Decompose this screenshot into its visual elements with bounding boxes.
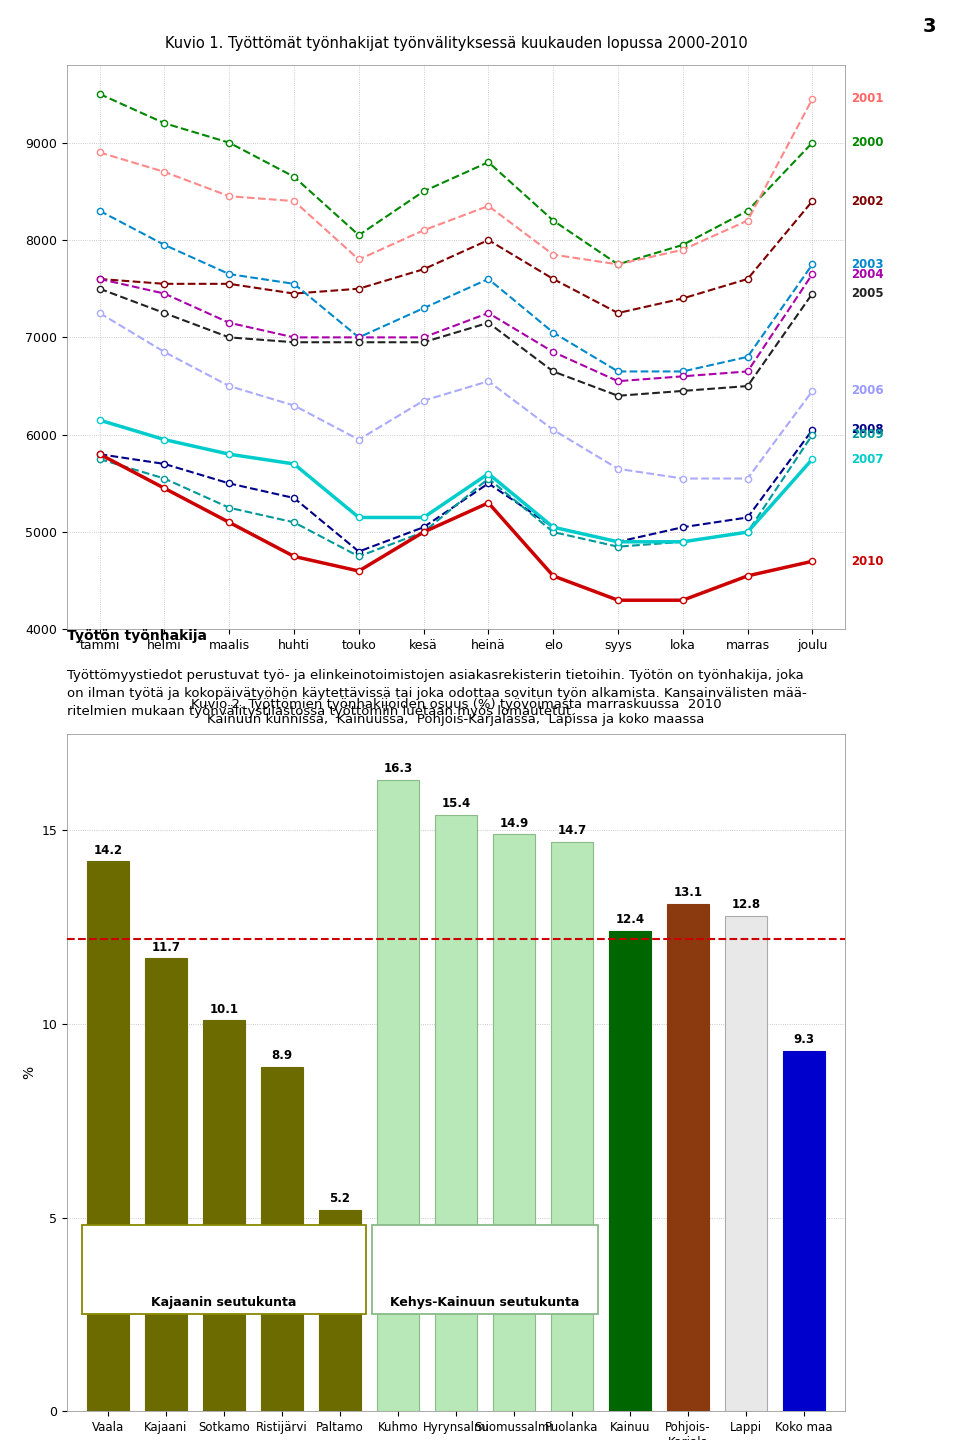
- Text: 14.7: 14.7: [558, 825, 587, 838]
- Bar: [82, 1225, 366, 1315]
- Text: Kajaanin seutukunta: Kajaanin seutukunta: [151, 1296, 297, 1309]
- Bar: [551, 842, 593, 1411]
- Text: 9.3: 9.3: [794, 1034, 815, 1047]
- Text: 11.7: 11.7: [152, 940, 180, 953]
- Bar: [667, 904, 709, 1411]
- Text: 2008: 2008: [852, 423, 884, 436]
- Bar: [372, 1225, 598, 1315]
- Y-axis label: %: %: [22, 1066, 36, 1079]
- Bar: [493, 834, 535, 1411]
- Bar: [725, 916, 767, 1411]
- Text: 3: 3: [923, 17, 936, 36]
- Bar: [87, 861, 129, 1411]
- Bar: [435, 815, 477, 1411]
- Text: 16.3: 16.3: [383, 762, 413, 776]
- Text: 5.2: 5.2: [329, 1192, 350, 1205]
- Bar: [319, 1210, 361, 1411]
- Text: Kehys-Kainuun seutukunta: Kehys-Kainuun seutukunta: [391, 1296, 580, 1309]
- Text: 10.1: 10.1: [209, 1002, 238, 1015]
- Text: 2001: 2001: [852, 92, 884, 105]
- Text: 2002: 2002: [852, 194, 884, 207]
- Text: 2010: 2010: [852, 554, 884, 567]
- Text: 2009: 2009: [852, 428, 884, 441]
- Text: 12.8: 12.8: [732, 899, 760, 912]
- Title: Kuvio 2. Työttömien työnhakijoiden osuus (%) työvoimasta marraskuussa  2010
Kain: Kuvio 2. Työttömien työnhakijoiden osuus…: [191, 697, 721, 726]
- Bar: [203, 1020, 245, 1411]
- Text: Työtön työnhakija: Työtön työnhakija: [67, 629, 207, 644]
- Text: 15.4: 15.4: [442, 798, 470, 811]
- Text: 14.2: 14.2: [93, 844, 122, 857]
- Text: 14.9: 14.9: [499, 816, 529, 829]
- Bar: [145, 958, 187, 1411]
- Text: 2003: 2003: [852, 258, 884, 271]
- Bar: [783, 1051, 825, 1411]
- Text: 8.9: 8.9: [272, 1048, 293, 1061]
- Text: Työttömyystiedot perustuvat työ- ja elinkeinotoimistojen asiakasrekisterin tieto: Työttömyystiedot perustuvat työ- ja elin…: [67, 670, 807, 719]
- Bar: [377, 780, 419, 1411]
- Text: 2007: 2007: [852, 452, 884, 465]
- Text: 12.4: 12.4: [615, 913, 645, 926]
- Text: 2005: 2005: [852, 287, 884, 300]
- Bar: [261, 1067, 302, 1411]
- Text: 2006: 2006: [852, 384, 884, 397]
- Text: 2004: 2004: [852, 268, 884, 281]
- Bar: [610, 932, 651, 1411]
- Text: 13.1: 13.1: [674, 887, 703, 900]
- Text: 2000: 2000: [852, 137, 884, 150]
- Title: Kuvio 1. Työttömät työnhakijat työnvälityksessä kuukauden lopussa 2000-2010: Kuvio 1. Työttömät työnhakijat työnvälit…: [164, 36, 748, 52]
